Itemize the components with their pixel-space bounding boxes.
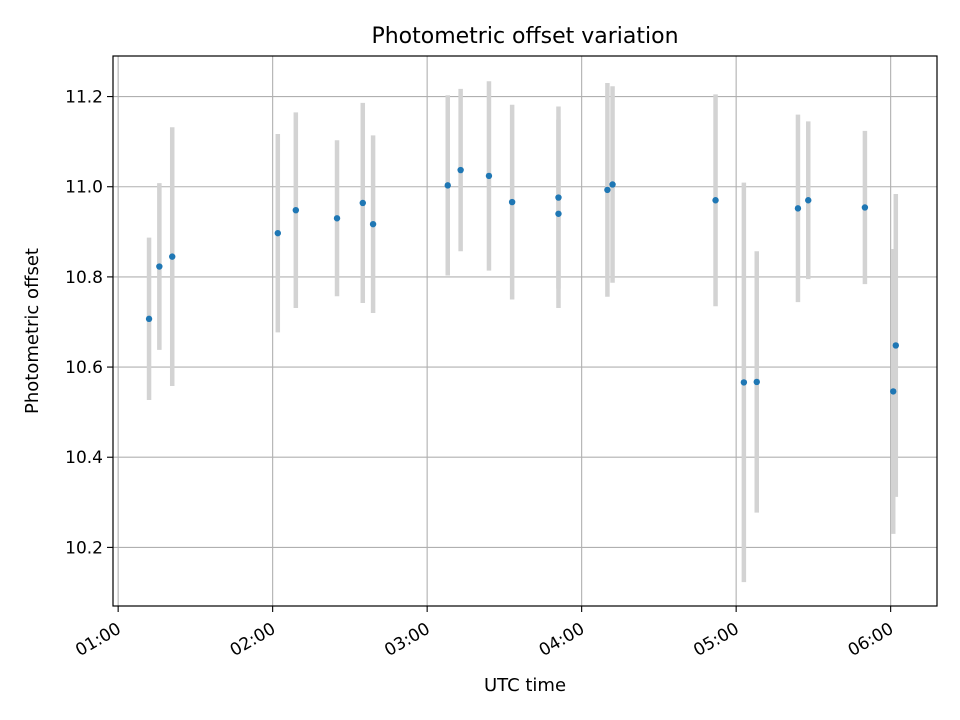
data-point [333,215,341,222]
data-point [145,315,153,323]
data-point [485,172,493,180]
data-point [156,263,163,270]
y-tick-label: 10.6 [65,358,103,378]
data-point [805,197,812,204]
y-axis-label: Photometric offset [22,248,43,414]
y-axis-ticks: 10.2 10.4 10.6 10.8 11.0 11.2 [65,88,113,558]
data-point [604,186,611,194]
data-point [861,204,869,211]
data-point [609,181,616,188]
data-point [457,166,464,174]
data-point [555,210,562,217]
y-tick-label: 11.2 [65,88,103,108]
data-point [169,253,176,260]
y-tick-label: 10.8 [65,268,103,288]
data-point [890,388,897,395]
data-point [508,198,516,206]
data-point [274,229,281,237]
data-point [555,194,562,201]
data-point [753,378,760,386]
data-points [145,166,899,395]
plot-frame [112,55,938,607]
y-tick-label: 11.0 [65,178,103,198]
data-point [369,220,377,228]
chart-title: Photometric offset variation [371,24,678,49]
data-point [892,342,899,349]
y-tick-label: 10.2 [65,538,103,558]
data-point [292,206,300,214]
data-point [740,379,748,386]
x-axis-label: UTC time [484,675,566,696]
data-point [359,199,366,207]
data-point [794,205,802,212]
data-point [712,197,719,204]
y-tick-label: 10.4 [65,448,103,468]
data-point [444,182,451,189]
